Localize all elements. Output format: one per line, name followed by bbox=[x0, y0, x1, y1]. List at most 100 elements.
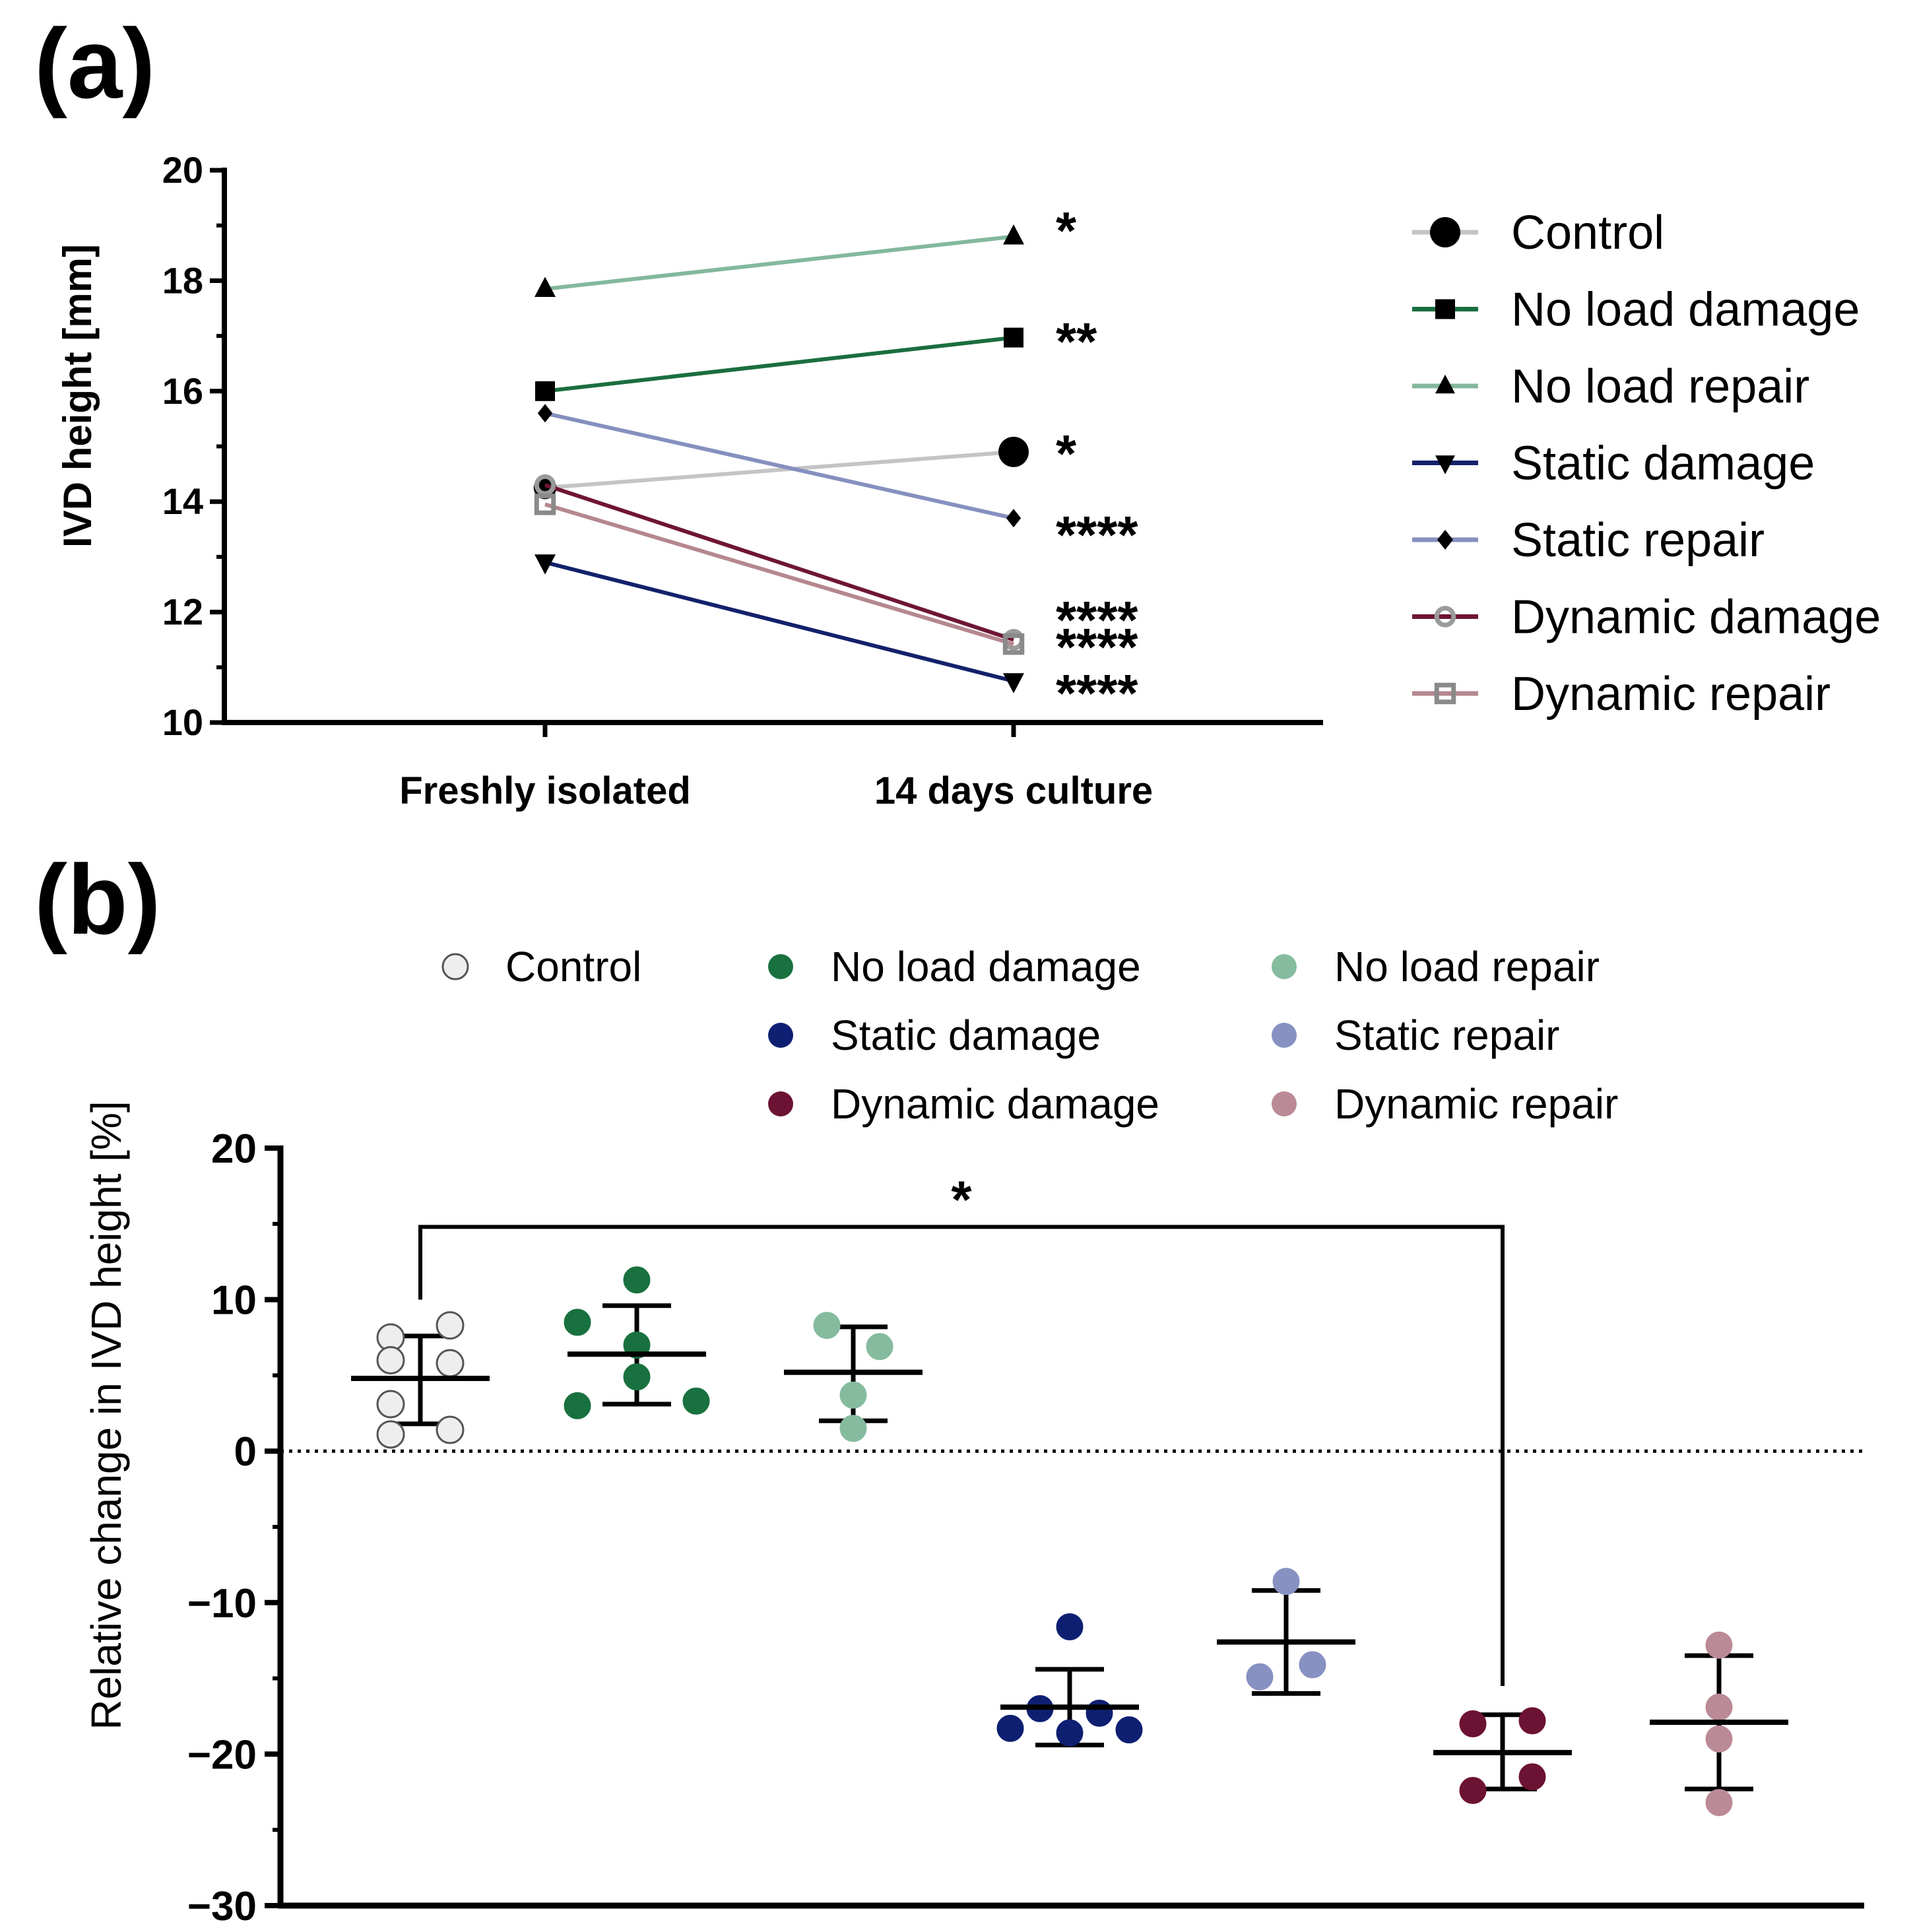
legend-label-no-load-repair: No load repair bbox=[1511, 360, 1809, 413]
panel-b-y-tick-label: 20 bbox=[211, 1126, 257, 1172]
series-line-no-load-repair bbox=[544, 234, 1014, 291]
panel-b-y-tick-label: 10 bbox=[211, 1278, 257, 1324]
panel-b-y-axis-label: Relative change in IVD height [%] bbox=[82, 1101, 130, 1729]
series-point-no-load-damage bbox=[1004, 327, 1023, 348]
legend-item-control: Control bbox=[1412, 207, 1664, 259]
legend-label-static-damage: Static damage bbox=[831, 1012, 1101, 1059]
series-line-static-damage bbox=[544, 560, 1014, 684]
data-point-no-load-repair bbox=[839, 1415, 867, 1442]
legend-label-dynamic-damage: Dynamic damage bbox=[1511, 591, 1881, 644]
legend-item-dynamic-damage: Dynamic damage bbox=[768, 1080, 1159, 1128]
legend-label-no-load-damage: No load damage bbox=[1511, 284, 1860, 337]
data-point-dynamic-repair bbox=[1705, 1789, 1733, 1817]
significance-label-static-repair: **** bbox=[1056, 505, 1138, 564]
series-point-static-repair bbox=[537, 404, 553, 423]
panel-b-legend: Control No load damage No load repair Stati… bbox=[441, 943, 1618, 1128]
panel-a-y-tick-label: 10 bbox=[162, 701, 203, 743]
legend-label-static-repair: Static repair bbox=[1511, 514, 1765, 567]
series-point-dynamic-damage bbox=[534, 474, 556, 496]
panel-a-axes: 10 12 14 16 18 20 Freshly isolated 14 days cult… bbox=[162, 149, 1323, 812]
panel-a-y-tick-label: 16 bbox=[162, 370, 203, 412]
significance-label-dynamic-repair: **** bbox=[1056, 618, 1138, 676]
legend-item-no-load-damage: No load damage bbox=[1412, 284, 1860, 337]
legend-marker-static-damage bbox=[1435, 455, 1455, 474]
series-point-static-damage bbox=[535, 554, 556, 575]
legend-marker-control bbox=[441, 953, 469, 981]
legend-item-no-load-repair: No load repair bbox=[1412, 360, 1809, 413]
series-point-no-load-damage bbox=[535, 381, 555, 401]
data-point-dynamic-repair bbox=[1705, 1693, 1733, 1721]
data-point-control bbox=[376, 1420, 405, 1449]
legend-item-dynamic-repair: Dynamic repair bbox=[1272, 1080, 1618, 1128]
data-point-dynamic-repair bbox=[1705, 1631, 1733, 1659]
panel-a-y-tick-label: 18 bbox=[162, 259, 203, 301]
significance-label-control: * bbox=[1056, 424, 1077, 483]
panel-a-label: (a) bbox=[34, 8, 155, 119]
series-static-repair: **** bbox=[537, 404, 1138, 564]
group-no-load-repair bbox=[784, 1312, 923, 1442]
legend-marker-no-load-damage bbox=[1435, 299, 1455, 319]
series-point-no-load-repair bbox=[1003, 224, 1024, 245]
legend-label-dynamic-repair: Dynamic repair bbox=[1511, 668, 1831, 721]
group-dynamic-repair bbox=[1650, 1631, 1788, 1817]
panel-a-series: ******************** bbox=[533, 201, 1138, 723]
legend-item-static-damage: Static damage bbox=[768, 1012, 1101, 1059]
legend-marker-static-repair bbox=[1437, 530, 1453, 550]
panel-b-y-tick-label: −10 bbox=[187, 1581, 257, 1626]
series-no-load-damage: ** bbox=[535, 312, 1097, 401]
panel-b-label: (b) bbox=[34, 844, 161, 955]
panel-b-y-tick-label: −20 bbox=[187, 1732, 257, 1778]
legend-marker-static-damage bbox=[768, 1023, 793, 1048]
data-point-no-load-repair bbox=[839, 1381, 867, 1409]
series-line-no-load-damage bbox=[544, 335, 1014, 393]
legend-marker-control bbox=[1430, 217, 1460, 247]
legend-marker-dynamic-damage bbox=[768, 1091, 793, 1116]
group-static-damage bbox=[996, 1613, 1143, 1748]
data-point-no-load-damage bbox=[682, 1387, 710, 1415]
data-point-dynamic-damage bbox=[1459, 1710, 1487, 1737]
significance-bracket bbox=[418, 1225, 1505, 1687]
data-point-control bbox=[376, 1345, 405, 1374]
legend-item-static-repair: Static repair bbox=[1272, 1012, 1559, 1059]
legend-item-static-damage: Static damage bbox=[1412, 437, 1815, 490]
panel-a-y-tick-label: 12 bbox=[162, 591, 203, 633]
panel-a-x-tick-label: Freshly isolated bbox=[399, 769, 691, 812]
data-point-dynamic-damage bbox=[1518, 1763, 1546, 1791]
panel-a-y-axis-label: IVD height [mm] bbox=[55, 244, 100, 548]
data-point-no-load-damage bbox=[623, 1363, 651, 1391]
data-point-no-load-damage bbox=[623, 1266, 651, 1294]
legend-marker-dynamic-repair bbox=[1272, 1091, 1297, 1116]
data-point-dynamic-damage bbox=[1518, 1707, 1546, 1735]
series-line-dynamic-repair bbox=[544, 502, 1014, 647]
legend-marker-static-repair bbox=[1272, 1023, 1297, 1048]
panel-a: (a) IVD height [mm] 10 12 14 16 18 20 Freshly … bbox=[34, 8, 1881, 812]
legend-label-static-repair: Static repair bbox=[1334, 1012, 1559, 1059]
data-point-no-load-damage bbox=[564, 1392, 591, 1419]
data-point-no-load-damage bbox=[564, 1308, 591, 1336]
series-point-dynamic-repair bbox=[534, 494, 556, 515]
panel-b-axes: −30 −20 −10 0 10 20 bbox=[187, 1126, 1864, 1929]
legend-label-dynamic-damage: Dynamic damage bbox=[831, 1080, 1159, 1128]
legend-label-static-damage: Static damage bbox=[1511, 437, 1815, 490]
data-point-static-repair bbox=[1299, 1651, 1326, 1679]
legend-label-dynamic-repair: Dynamic repair bbox=[1334, 1080, 1618, 1128]
significance-label-dynamic-damage: **** bbox=[1056, 591, 1138, 649]
group-control bbox=[351, 1311, 490, 1449]
panel-a-y-tick-label: 14 bbox=[162, 480, 203, 522]
legend-item-no-load-damage: No load damage bbox=[768, 943, 1141, 990]
group-dynamic-damage bbox=[1433, 1707, 1572, 1805]
legend-label-no-load-damage: No load damage bbox=[831, 943, 1141, 990]
legend-label-control: Control bbox=[1511, 207, 1664, 259]
data-point-static-damage bbox=[1115, 1716, 1143, 1744]
series-no-load-repair: * bbox=[535, 201, 1077, 297]
panel-a-legend: Control No load damage No load repair Stati… bbox=[1412, 207, 1881, 721]
legend-marker-dynamic-repair bbox=[1434, 682, 1456, 705]
legend-item-dynamic-repair: Dynamic repair bbox=[1412, 668, 1831, 721]
series-line-control bbox=[544, 449, 1014, 490]
panel-b-y-tick-label: 0 bbox=[234, 1429, 257, 1475]
series-line-static-repair bbox=[544, 411, 1014, 521]
legend-item-control: Control bbox=[441, 943, 641, 990]
series-static-damage: **** bbox=[535, 554, 1138, 723]
